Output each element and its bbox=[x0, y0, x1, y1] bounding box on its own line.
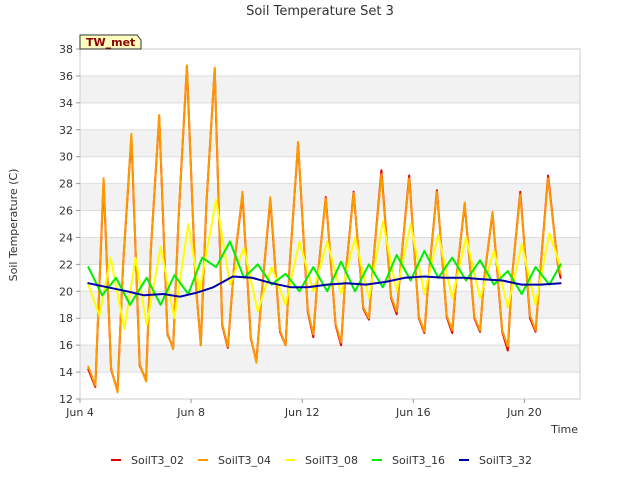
x-tick-label: Jun 12 bbox=[284, 406, 320, 419]
y-tick-label: 36 bbox=[59, 70, 73, 83]
grid-band bbox=[80, 156, 580, 184]
y-tick-label: 30 bbox=[59, 151, 73, 164]
plot-frame bbox=[79, 48, 581, 400]
chart-title: Soil Temperature Set 3 bbox=[246, 4, 394, 19]
grid-band bbox=[80, 291, 580, 319]
series-line-SoilT3_16 bbox=[87, 240, 562, 306]
legend-label: SoilT3_02 bbox=[131, 454, 184, 467]
x-axis: Jun 4 Jun 8 Jun 12 Jun 16 Jun 20 bbox=[65, 399, 542, 419]
station-badge-shape bbox=[79, 34, 142, 50]
x-tick-label: Jun 16 bbox=[395, 406, 431, 419]
y-tick-label: 34 bbox=[59, 97, 73, 110]
y-tick-label: 20 bbox=[59, 285, 73, 298]
station-label: TW_met bbox=[86, 36, 135, 49]
plot-background bbox=[80, 48, 580, 400]
y-tick-label: 16 bbox=[59, 339, 73, 352]
legend: SoilT3_02 SoilT3_04 SoilT3_08 SoilT3_16 Soil… bbox=[111, 454, 532, 467]
x-axis-label: Time bbox=[550, 423, 578, 436]
station-badge: TW_met bbox=[79, 34, 142, 50]
y-tick-label: 22 bbox=[59, 258, 73, 271]
grid-band bbox=[80, 372, 580, 399]
legend-label: SoilT3_32 bbox=[479, 454, 532, 467]
series-line-SoilT3_32 bbox=[87, 275, 562, 298]
y-tick-label: 12 bbox=[59, 393, 73, 406]
series-line-SoilT3_08 bbox=[87, 198, 562, 330]
x-tick-label: Jun 8 bbox=[176, 406, 205, 419]
grid-band bbox=[80, 75, 580, 103]
legend-label: SoilT3_04 bbox=[218, 454, 271, 467]
grid-band bbox=[80, 318, 580, 346]
y-tick-label: 14 bbox=[59, 366, 73, 379]
y-tick-label: 24 bbox=[59, 231, 73, 244]
legend-label: SoilT3_08 bbox=[305, 454, 358, 467]
y-axis-label: Soil Temperature (C) bbox=[7, 169, 20, 282]
grid-band bbox=[80, 345, 580, 373]
grid-band bbox=[80, 129, 580, 157]
y-tick-label: 18 bbox=[59, 312, 73, 325]
series-layer bbox=[87, 64, 562, 394]
grid-band bbox=[80, 210, 580, 238]
x-tick-label: Jun 4 bbox=[65, 406, 94, 419]
y-tick-label: 32 bbox=[59, 124, 73, 137]
grid-band bbox=[80, 102, 580, 130]
y-axis: 12 14 16 18 20 22 24 26 28 30 32 34 36 38 bbox=[59, 43, 80, 406]
grid-band bbox=[80, 49, 580, 76]
y-tick-label: 38 bbox=[59, 43, 73, 56]
legend-label: SoilT3_16 bbox=[392, 454, 445, 467]
y-tick-label: 28 bbox=[59, 178, 73, 191]
x-tick-label: Jun 20 bbox=[506, 406, 542, 419]
series-line-SoilT3_04 bbox=[87, 64, 562, 394]
y-tick-label: 26 bbox=[59, 205, 73, 218]
